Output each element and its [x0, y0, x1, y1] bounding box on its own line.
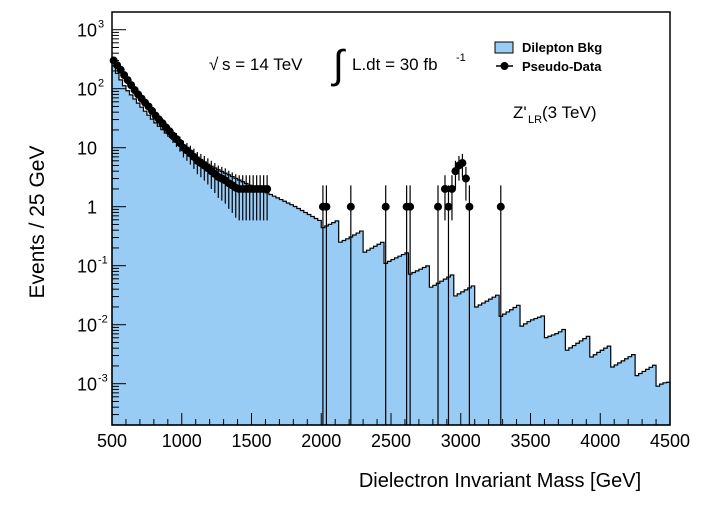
- legend: Dilepton Bkg Pseudo-Data: [494, 40, 602, 74]
- luminosity-exponent: -1: [456, 52, 466, 64]
- y-tick-exponent: -3: [98, 373, 108, 385]
- data-point: [322, 202, 331, 211]
- data-point: [406, 202, 415, 211]
- x-tick-label: 3500: [510, 431, 550, 451]
- signal-mass: (3 TeV): [542, 103, 597, 122]
- x-tick-label: 500: [97, 431, 127, 451]
- data-point: [451, 167, 460, 176]
- y-tick-label: 10: [77, 80, 97, 100]
- data-point: [263, 184, 272, 193]
- y-tick-label: 10: [77, 21, 97, 41]
- data-point: [381, 202, 390, 211]
- y-tick-label: 1: [87, 198, 97, 218]
- x-tick-label: 2500: [371, 431, 411, 451]
- data-point: [346, 202, 355, 211]
- data-point: [434, 202, 443, 211]
- y-tick-exponent: 2: [98, 78, 104, 90]
- data-point: [496, 202, 505, 211]
- y-tick-label: 10: [77, 257, 97, 277]
- legend-label-bkg: Dilepton Bkg: [522, 40, 602, 55]
- integral-symbol: ∫: [331, 43, 347, 87]
- x-tick-label: 3000: [441, 431, 481, 451]
- data-point: [440, 184, 449, 193]
- x-tick-label: 1000: [162, 431, 202, 451]
- data-point: [447, 184, 456, 193]
- y-tick-label: 10: [77, 139, 97, 159]
- x-tick-label: 4000: [580, 431, 620, 451]
- data-point: [461, 174, 470, 183]
- signal-subscript: LR: [528, 114, 542, 126]
- data-point: [465, 202, 474, 211]
- legend-label-data: Pseudo-Data: [522, 59, 602, 74]
- data-point: [458, 159, 467, 168]
- y-tick-exponent: -1: [98, 255, 108, 267]
- luminosity-annotation: L.dt = 30 fb: [352, 55, 438, 74]
- legend-marker-data: [500, 62, 509, 70]
- y-tick-exponent: -2: [98, 314, 108, 326]
- x-tick-label: 2000: [301, 431, 341, 451]
- y-tick-exponent: 3: [98, 19, 104, 31]
- sqrt-s-root-symbol: √: [209, 55, 219, 74]
- x-tick-label: 4500: [650, 431, 690, 451]
- x-tick-label: 1500: [231, 431, 271, 451]
- legend-swatch-bkg: [494, 41, 514, 54]
- data-point: [444, 202, 453, 211]
- y-axis-title: Events / 25 GeV: [26, 146, 49, 299]
- x-axis-title: Dielectron Invariant Mass [GeV]: [359, 470, 641, 492]
- y-tick-label: 10: [77, 375, 97, 395]
- sqrt-s-annotation: s = 14 TeV: [222, 55, 303, 74]
- y-tick-label: 10: [77, 316, 97, 336]
- signal-label: Z': [513, 103, 527, 122]
